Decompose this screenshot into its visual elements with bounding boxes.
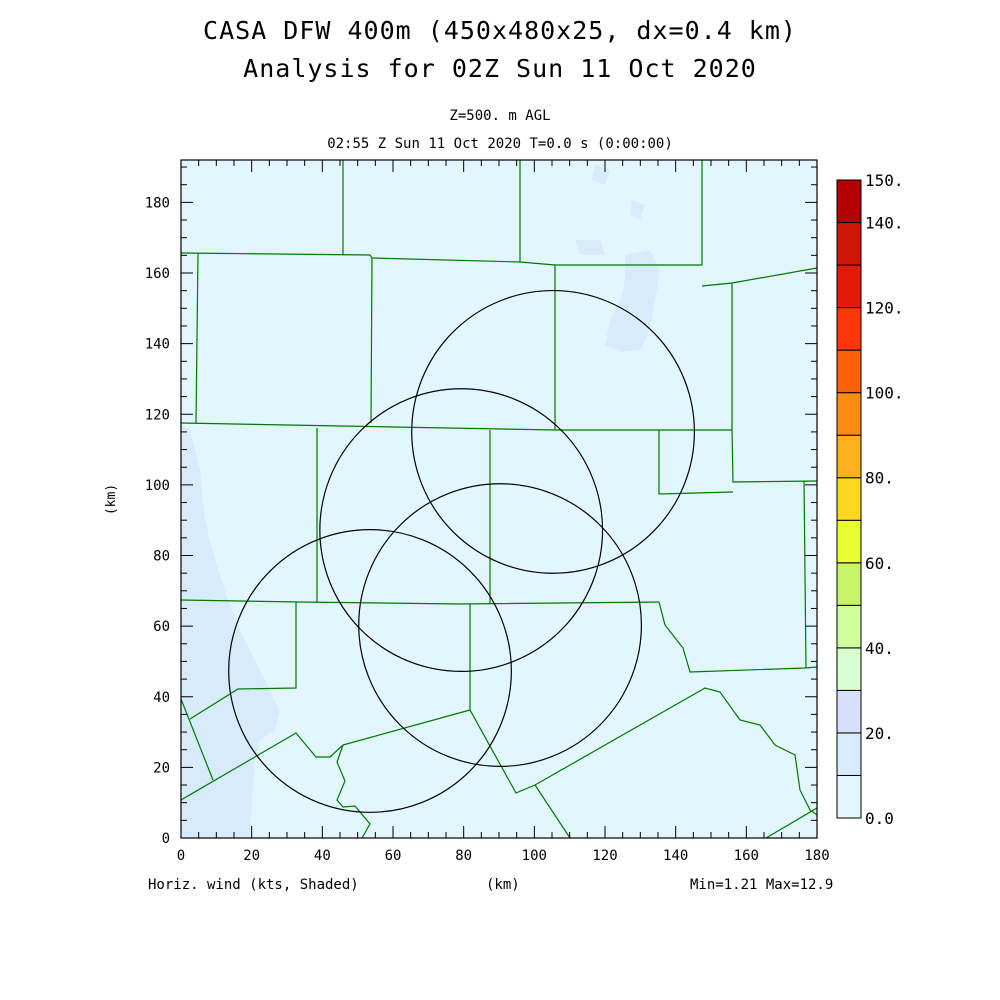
colorbar-swatch	[836, 392, 862, 436]
colorbar-swatch	[836, 519, 862, 564]
x-tick-label: 80	[455, 848, 472, 864]
x-tick-label: 0	[177, 848, 185, 864]
x-tick-label: 180	[804, 848, 829, 864]
chart-subtitle: Analysis for 02Z Sun 11 Oct 2020	[243, 54, 757, 83]
radar-range-circle	[319, 388, 604, 673]
x-tick-label: 160	[734, 848, 759, 864]
colorbar-label: 140.	[865, 214, 904, 233]
min-max-label: Min=1.21 Max=12.9	[690, 877, 834, 893]
colorbar-label: 40.	[865, 639, 894, 658]
level-label: Z=500. m AGL	[449, 108, 551, 124]
colorbar-label: 20.	[865, 724, 894, 743]
y-tick-label: 80	[153, 549, 170, 565]
time-label: 02:55 Z Sun 11 Oct 2020 T=0.0 s (0:00:00…	[327, 136, 673, 152]
x-tick-label: 60	[385, 848, 402, 864]
colorbar-swatch	[836, 689, 862, 734]
y-tick-label: 160	[145, 266, 170, 282]
colorbar-swatch	[836, 562, 862, 606]
radar-range-circle	[411, 289, 695, 574]
y-tick-label: 60	[153, 619, 170, 635]
x-tick-label: 140	[663, 848, 688, 864]
y-tick-label: 180	[145, 195, 170, 211]
radar-range-circles	[228, 289, 695, 813]
x-tick-label: 100	[522, 848, 547, 864]
y-axis-label: (km)	[104, 483, 120, 516]
colorbar-swatch	[836, 222, 862, 266]
y-tick-label: 20	[153, 760, 170, 776]
colorbar-swatch	[836, 774, 862, 819]
x-tick-label: 120	[592, 848, 617, 864]
field-label: Horiz. wind (kts, Shaded)	[148, 877, 359, 893]
colorbar-swatch	[836, 307, 862, 351]
axis-ticks: 0 20 40 60 80 100 120 140 160 180 0 20 40 60 80 100 120 1…	[145, 160, 830, 864]
y-tick-label: 100	[145, 478, 170, 494]
colorbar-swatch	[836, 477, 862, 521]
colorbar-label: 0.0	[865, 809, 894, 828]
colorbar-label: 100.	[865, 384, 904, 403]
shaded-region-north	[575, 165, 660, 352]
y-tick-label: 0	[162, 831, 170, 847]
shaded-region-west	[181, 425, 280, 838]
shaded-wind-regions	[181, 165, 660, 838]
county-boundaries	[181, 160, 817, 838]
colorbar-label: 60.	[865, 554, 894, 573]
colorbar: 0.0 20. 40. 60. 80. 100. 120. 140. 150.	[836, 171, 904, 828]
x-axis-label: (km)	[486, 877, 520, 893]
y-tick-label: 140	[145, 337, 170, 353]
colorbar-swatch	[836, 264, 862, 309]
colorbar-swatch	[836, 349, 862, 394]
colorbar-swatch	[836, 732, 862, 776]
plot-area	[181, 160, 817, 838]
x-tick-label: 20	[243, 848, 260, 864]
colorbar-swatch	[836, 179, 862, 224]
colorbar-label: 150.	[865, 171, 904, 190]
chart-title: CASA DFW 400m (450x480x25, dx=0.4 km)	[203, 16, 797, 45]
x-tick-label: 40	[314, 848, 331, 864]
colorbar-swatch	[836, 604, 862, 649]
y-tick-label: 40	[153, 690, 170, 706]
radar-range-circle	[228, 529, 512, 813]
radar-range-circle	[358, 483, 642, 767]
colorbar-label: 120.	[865, 299, 904, 318]
colorbar-swatch	[836, 434, 862, 479]
colorbar-label: 80.	[865, 469, 894, 488]
y-tick-label: 120	[145, 407, 170, 423]
colorbar-swatch	[836, 647, 862, 691]
